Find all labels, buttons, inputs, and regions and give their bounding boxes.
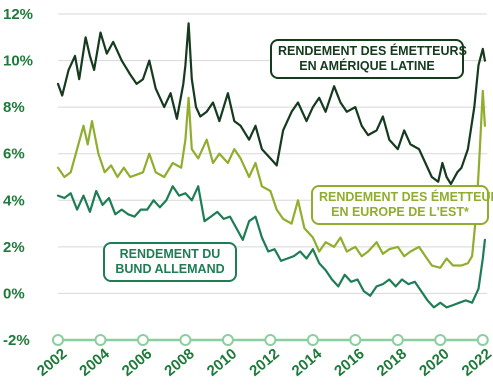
y-tick-label: 4%: [3, 192, 25, 209]
legend-label-latam: RENDEMENT DES ÉMETTEURS EN AMÉRIQUE LATI…: [270, 39, 467, 79]
x-tick-marker: [391, 334, 404, 346]
x-tick-label: 2022: [459, 345, 493, 379]
x-axis: 2002 2004 2006 2008 2010 2012 2014 2016 2018 2020…: [34, 334, 493, 380]
x-tick-label: 2006: [119, 345, 155, 379]
x-tick-label: 2010: [204, 345, 240, 379]
series-line-bund: [56, 185, 486, 309]
legend-label-bund-line1: RENDEMENT DU: [119, 247, 221, 261]
y-tick-label: 12%: [3, 6, 33, 23]
x-tick-label: 2008: [161, 345, 197, 379]
legend-label-eu-est-line1: RENDEMENT DES ÉMETTEURS: [319, 190, 493, 204]
legend-label-eu-est: RENDEMENT DES ÉMETTEURS EN EUROPE DE L'E…: [311, 185, 493, 225]
y-axis-ticks: -2% 0% 2% 4% 6% 8% 10% 12%: [3, 6, 33, 349]
x-tick-marker: [179, 334, 192, 346]
x-tick-label: 2014: [289, 345, 326, 380]
y-tick-label: 6%: [3, 146, 25, 163]
series-line-latam: [56, 22, 486, 186]
legend-label-bund-line2: BUND ALLEMAND: [115, 262, 225, 276]
x-tick-marker: [476, 334, 489, 346]
x-tick-label: 2020: [416, 345, 452, 379]
legend-label-latam-line2: EN AMÉRIQUE LATINE: [299, 59, 435, 73]
series-lines: [56, 22, 486, 309]
legend-label-latam-line1: RENDEMENT DES ÉMETTEURS: [278, 44, 467, 58]
x-tick-label: 2016: [331, 345, 367, 379]
x-tick-marker: [52, 334, 64, 346]
y-tick-label: 8%: [3, 99, 25, 116]
x-tick-marker: [306, 334, 319, 346]
y-tick-label: 0%: [3, 285, 25, 302]
x-tick-marker: [434, 334, 447, 346]
legend-label-eu-est-line2: EN EUROPE DE L'EST*: [331, 205, 469, 219]
x-tick-marker: [264, 334, 277, 346]
y-tick-label: 2%: [3, 239, 25, 256]
x-tick-label: 2018: [374, 345, 410, 379]
y-tick-label: 10%: [3, 53, 33, 70]
x-tick-marker: [349, 334, 362, 346]
x-tick-label: 2004: [76, 345, 113, 380]
x-tick-marker: [94, 334, 107, 346]
x-tick-label: 2002: [34, 345, 70, 379]
x-tick-label: 2012: [246, 345, 282, 379]
legend-label-bund: RENDEMENT DU BUND ALLEMAND: [103, 242, 237, 282]
series-line-eu_est: [56, 89, 486, 269]
x-tick-marker: [221, 334, 234, 346]
y-tick-label: -2%: [3, 332, 30, 349]
x-tick-marker: [136, 334, 149, 346]
